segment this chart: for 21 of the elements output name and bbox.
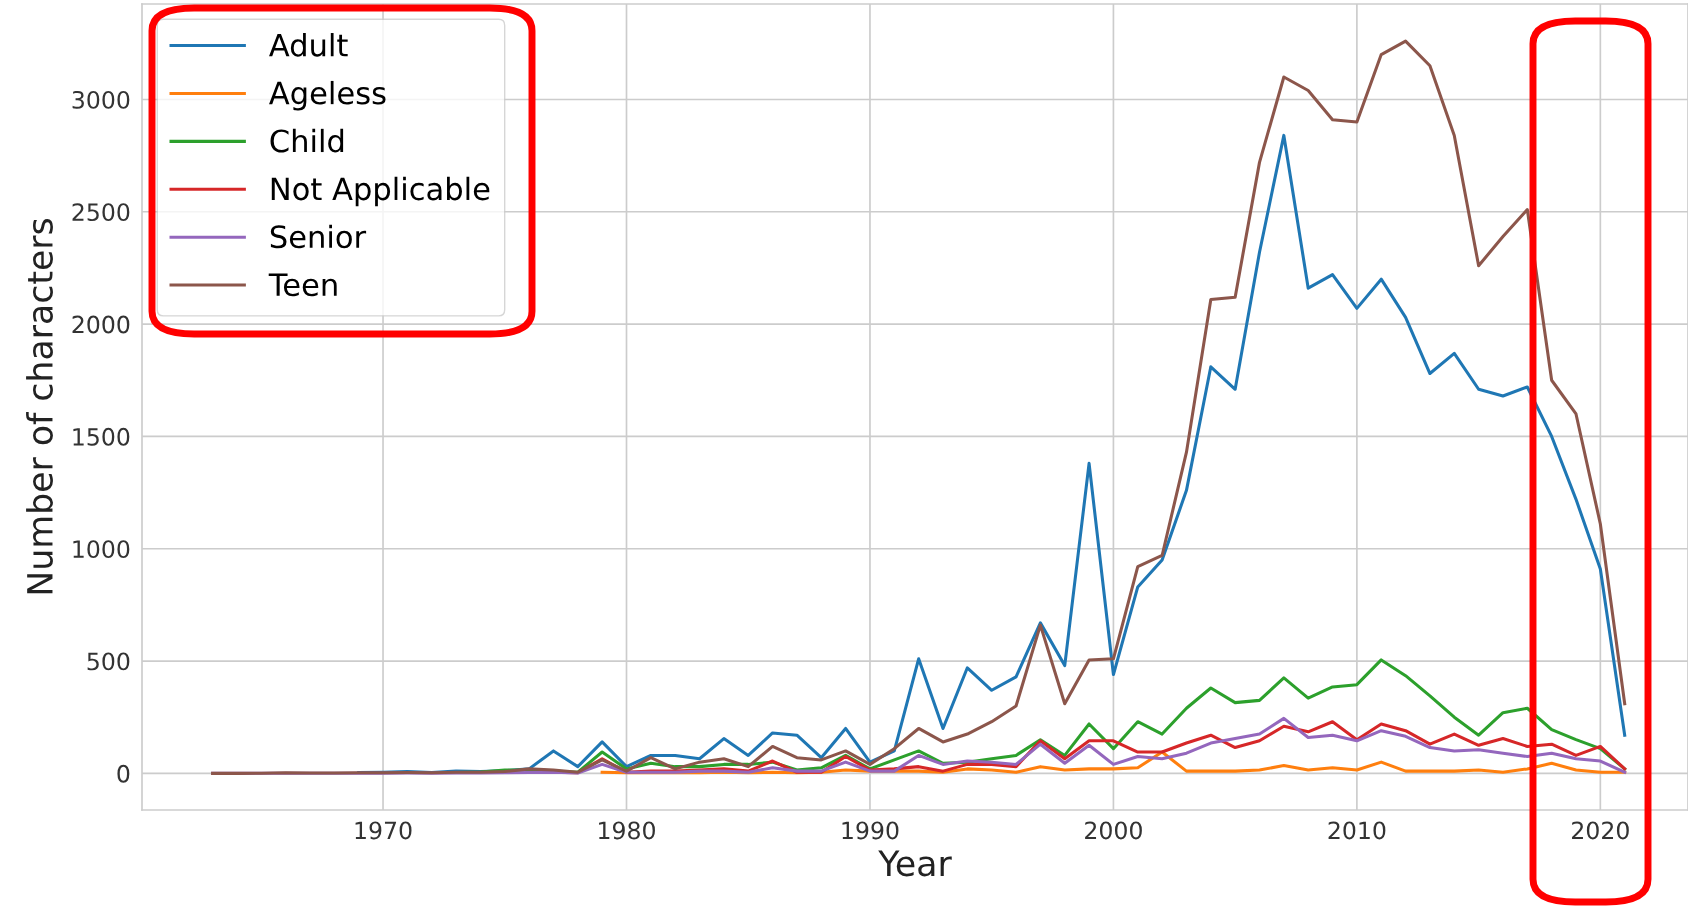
- y-tick-label: 0: [117, 764, 130, 783]
- legend-label: Adult: [269, 33, 348, 57]
- legend-label: Child: [270, 128, 344, 153]
- y-tick-label: 2000: [72, 315, 130, 334]
- y-tick-label: 3000: [72, 90, 130, 109]
- y-tick-label: 2500: [72, 203, 130, 222]
- y-tick-label: 500: [87, 652, 130, 671]
- x-axis-title: Year: [878, 850, 952, 877]
- legend-label: Senior: [270, 224, 367, 249]
- x-tick-label: 1980: [599, 821, 655, 840]
- legend-label: Ageless: [269, 80, 386, 111]
- legend-label: Teen: [268, 273, 337, 297]
- x-tick-label: 1990: [842, 821, 899, 840]
- y-tick-label: 1000: [73, 540, 130, 559]
- x-tick-label: 2010: [1328, 821, 1386, 840]
- x-tick-label: 2000: [1085, 821, 1142, 840]
- x-tick-label: 1970: [355, 821, 412, 840]
- x-tick-label: 2020: [1572, 821, 1629, 840]
- y-tick-label: 1500: [73, 427, 130, 446]
- y-axis-title: Number of characters: [26, 219, 53, 594]
- legend-label: Not Applicable: [271, 176, 490, 207]
